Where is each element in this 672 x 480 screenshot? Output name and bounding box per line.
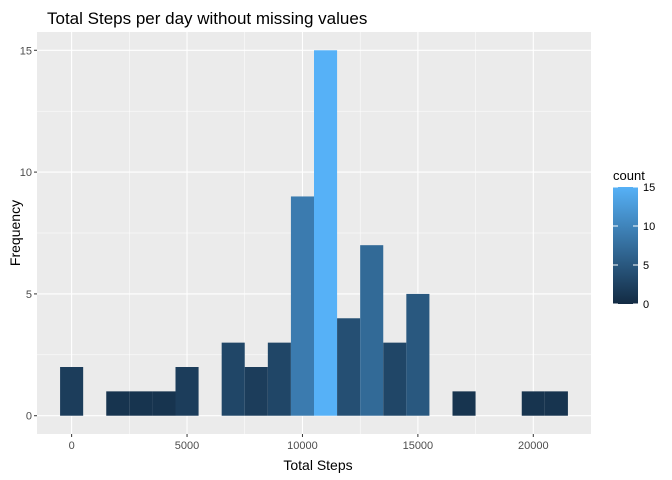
- histogram-bar: [360, 245, 384, 416]
- y-tick-label: 15: [20, 45, 32, 57]
- x-tick-label: 10000: [287, 440, 318, 452]
- x-tick-label: 20000: [518, 440, 549, 452]
- histogram-bar: [521, 391, 545, 416]
- x-tick-label: 15000: [403, 440, 434, 452]
- histogram-bar: [314, 50, 338, 416]
- axes: 0 5000 10000 15000 20000 0 5 10 15: [20, 45, 549, 452]
- histogram-bar: [60, 367, 84, 416]
- histogram-bar: [244, 367, 268, 416]
- y-tick-label: 5: [26, 289, 32, 301]
- histogram-bar: [544, 391, 568, 416]
- histogram-bar: [337, 318, 361, 416]
- bars: [60, 50, 568, 416]
- histogram-bar: [406, 293, 430, 416]
- histogram-bar: [452, 391, 476, 416]
- colorbar-label: 15: [643, 182, 655, 194]
- histogram-bar: [106, 391, 130, 416]
- colorbar-ticks: 0 5 10 15: [613, 182, 655, 311]
- legend-title: count: [613, 168, 645, 183]
- histogram-bar: [221, 342, 245, 416]
- chart-title: Total Steps per day without missing valu…: [47, 9, 367, 28]
- x-tick-label: 0: [69, 440, 75, 452]
- x-axis-title: Total Steps: [283, 457, 352, 473]
- histogram-bar: [383, 342, 407, 416]
- y-tick-label: 10: [20, 167, 32, 179]
- histogram-bar: [152, 391, 176, 416]
- colorbar-label: 10: [643, 221, 655, 233]
- legend: count 0 5 10 15: [613, 168, 655, 311]
- colorbar-label: 0: [643, 299, 649, 311]
- histogram-bar: [267, 342, 291, 416]
- histogram-bar: [175, 367, 199, 416]
- histogram-bar: [290, 196, 314, 416]
- y-axis-title: Frequency: [7, 200, 23, 266]
- colorbar-label: 5: [643, 260, 649, 272]
- colorbar: [613, 187, 638, 304]
- histogram-bar: [129, 391, 153, 416]
- y-tick-label: 0: [26, 411, 32, 423]
- x-tick-label: 5000: [175, 440, 199, 452]
